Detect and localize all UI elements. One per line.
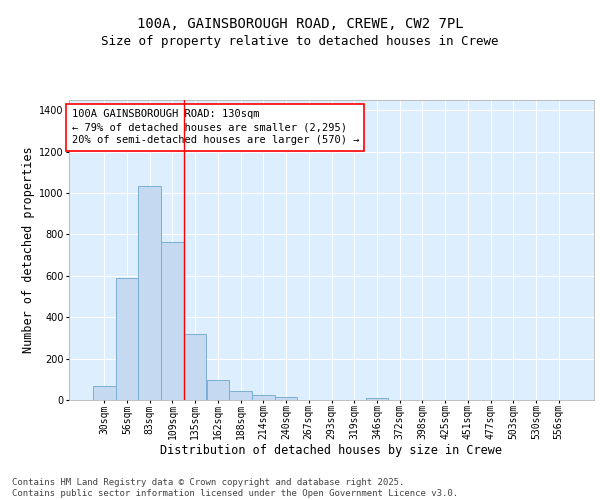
Bar bbox=[93, 386, 116, 400]
Bar bbox=[206, 380, 229, 400]
Text: Size of property relative to detached houses in Crewe: Size of property relative to detached ho… bbox=[101, 35, 499, 48]
Bar bbox=[252, 396, 275, 400]
Bar bbox=[365, 398, 388, 400]
Y-axis label: Number of detached properties: Number of detached properties bbox=[22, 146, 35, 354]
Bar bbox=[229, 391, 252, 400]
Bar bbox=[184, 334, 206, 400]
Bar bbox=[161, 242, 184, 400]
Text: Contains HM Land Registry data © Crown copyright and database right 2025.
Contai: Contains HM Land Registry data © Crown c… bbox=[12, 478, 458, 498]
Bar bbox=[116, 278, 139, 400]
Bar bbox=[139, 186, 161, 400]
Bar bbox=[275, 397, 298, 400]
X-axis label: Distribution of detached houses by size in Crewe: Distribution of detached houses by size … bbox=[161, 444, 503, 456]
Text: 100A GAINSBOROUGH ROAD: 130sqm
← 79% of detached houses are smaller (2,295)
20% : 100A GAINSBOROUGH ROAD: 130sqm ← 79% of … bbox=[71, 109, 359, 146]
Text: 100A, GAINSBOROUGH ROAD, CREWE, CW2 7PL: 100A, GAINSBOROUGH ROAD, CREWE, CW2 7PL bbox=[137, 18, 463, 32]
